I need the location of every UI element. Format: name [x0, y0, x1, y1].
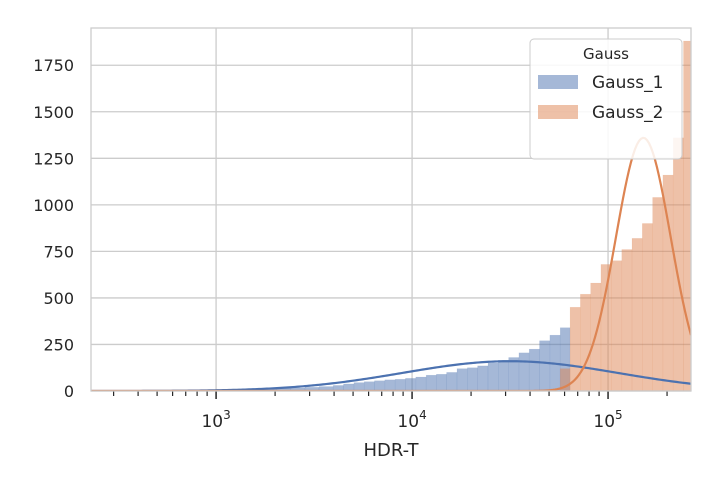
histogram-bar [457, 369, 467, 391]
x-tick-base: 10 [201, 412, 223, 432]
x-tick-exponent: 5 [615, 408, 623, 422]
histogram-bar [405, 378, 415, 391]
legend-swatch [538, 75, 578, 89]
histogram-bar [580, 294, 590, 391]
y-tick-label: 500 [43, 289, 74, 308]
y-tick-label: 1000 [33, 196, 74, 215]
x-tick-base: 10 [593, 412, 615, 432]
histogram-bar [498, 360, 508, 391]
x-tick-label: 104 [397, 408, 426, 432]
y-tick-label: 250 [43, 335, 74, 354]
y-tick-label: 0 [64, 382, 74, 401]
histogram-bar [540, 341, 550, 391]
y-tick-label: 1750 [33, 56, 74, 75]
x-tick-base: 10 [397, 412, 419, 432]
histogram-bar [642, 223, 652, 391]
x-tick-exponent: 3 [223, 408, 231, 422]
histogram-bar [529, 349, 539, 391]
histogram-bar [447, 372, 457, 391]
histogram-bar [436, 374, 446, 391]
histogram-bar [364, 382, 374, 391]
histogram-bar [385, 380, 395, 391]
histogram-bar [467, 368, 477, 391]
legend: Gauss Gauss_1 Gauss_2 [530, 39, 682, 159]
histogram-bar [653, 197, 663, 391]
histogram-bar [478, 366, 488, 391]
histogram-bar [416, 377, 426, 391]
histogram-bar [509, 357, 519, 391]
x-axis-label: HDR-T [363, 440, 419, 461]
histogram-bar [426, 375, 436, 391]
histogram-bar [519, 353, 529, 391]
y-tick-label: 1500 [33, 103, 74, 122]
histogram-bar [395, 379, 405, 391]
histogram-bar [374, 381, 384, 391]
histogram-bar [622, 250, 632, 391]
x-tick-label: 105 [593, 408, 622, 432]
y-tick-label: 750 [43, 242, 74, 261]
legend-title: Gauss [583, 45, 629, 63]
legend-label: Gauss_1 [592, 73, 663, 93]
histogram-bar [683, 41, 691, 391]
histogram-bar [354, 383, 364, 391]
legend-swatch [538, 105, 578, 119]
y-tick-label: 1250 [33, 149, 74, 168]
histogram-bar [488, 363, 498, 391]
x-tick-label: 103 [201, 408, 230, 432]
x-tick-exponent: 4 [419, 408, 427, 422]
legend-label: Gauss_2 [592, 103, 663, 123]
histogram-bar [632, 238, 642, 391]
